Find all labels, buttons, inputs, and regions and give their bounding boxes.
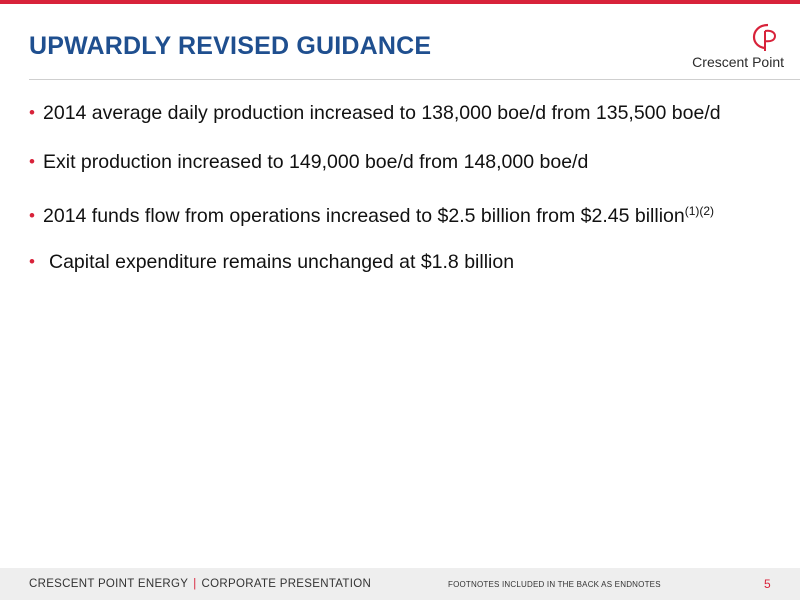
bullet-item: • Exit production increased to 149,000 b… (29, 149, 769, 175)
footer-section: CORPORATE PRESENTATION (201, 578, 372, 590)
bullet-item: • Capital expenditure remains unchanged … (29, 249, 769, 275)
bullet-dot-icon: • (29, 206, 35, 225)
page-number: 5 (764, 577, 771, 591)
bullet-dot-icon: • (29, 152, 35, 171)
title-divider (29, 79, 800, 80)
bullet-item: • 2014 average daily production increase… (29, 100, 769, 126)
slide-title: UPWARDLY REVISED GUIDANCE (29, 32, 432, 60)
footer-note: FOOTNOTES INCLUDED IN THE BACK AS ENDNOT… (448, 580, 661, 589)
bullet-dot-icon: • (29, 252, 35, 271)
footer-separator: | (193, 578, 197, 590)
bullet-dot-icon: • (29, 103, 35, 122)
top-accent-bar (0, 0, 800, 4)
footer-company-section: CRESCENT POINT ENERGY | CORPORATE PRESENTA… (29, 578, 371, 590)
bullet-item: • 2014 funds flow from operations increa… (29, 203, 769, 229)
footnote-reference: (1)(2) (684, 204, 715, 218)
bullet-text: Exit production increased to 149,000 boe… (43, 151, 589, 173)
footer-bar: CRESCENT POINT ENERGY | CORPORATE PRESENTA… (0, 568, 800, 600)
crescent-point-logo-icon (752, 23, 777, 51)
logo-wordmark: Crescent Point (692, 54, 784, 70)
footer-company: CRESCENT POINT ENERGY (29, 578, 189, 590)
bullet-text: 2014 average daily production increased … (43, 102, 721, 124)
bullet-text: Capital expenditure remains unchanged at… (49, 251, 515, 273)
bullet-list: • 2014 average daily production increase… (29, 100, 769, 275)
company-logo: Crescent Point (672, 22, 784, 72)
bullet-text: 2014 funds flow from operations increase… (43, 205, 685, 227)
